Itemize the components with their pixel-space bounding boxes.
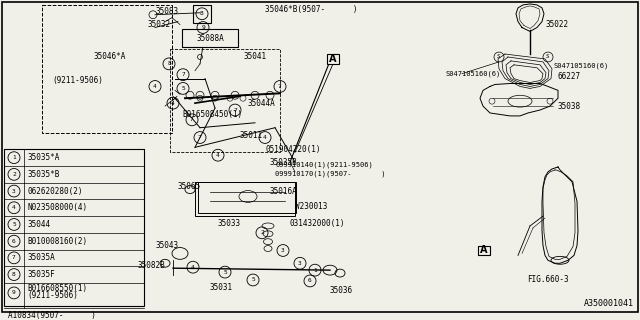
Text: 4: 4 (12, 205, 16, 210)
Text: 35022: 35022 (545, 20, 568, 29)
Text: 4: 4 (171, 101, 175, 106)
Text: 3: 3 (281, 248, 285, 253)
Text: 099910170(1)(9507-       ): 099910170(1)(9507- ) (275, 171, 385, 177)
Text: 35041: 35041 (244, 52, 267, 61)
Text: 35035*B: 35035*B (27, 170, 60, 179)
Text: 35046*B(9507-      ): 35046*B(9507- ) (265, 5, 358, 14)
Text: S: S (497, 54, 500, 60)
Text: 051904220(1): 051904220(1) (265, 145, 321, 154)
Bar (182, 29, 238, 47)
Text: 35031: 35031 (210, 283, 233, 292)
Bar (198, 182, 296, 213)
FancyBboxPatch shape (478, 245, 490, 255)
Text: 35033: 35033 (218, 220, 241, 228)
Text: 35044A: 35044A (248, 99, 276, 108)
Text: 8: 8 (167, 61, 171, 66)
Text: 9: 9 (12, 291, 16, 295)
Text: S047105160(6): S047105160(6) (446, 70, 501, 77)
Text: 35016A: 35016A (270, 187, 298, 196)
Text: 66227: 66227 (558, 72, 581, 81)
Text: 35011: 35011 (240, 131, 263, 140)
Text: 6: 6 (12, 239, 16, 244)
Text: 35083: 35083 (155, 7, 178, 16)
Text: 8: 8 (12, 272, 16, 277)
Text: 4: 4 (153, 84, 157, 89)
Text: 9: 9 (201, 25, 205, 30)
Text: 35032: 35032 (148, 20, 171, 29)
Text: 2: 2 (12, 172, 16, 177)
Text: 35065: 35065 (178, 182, 201, 191)
Text: 3: 3 (298, 261, 302, 266)
Text: 35046*A: 35046*A (93, 52, 125, 61)
Text: 031432000(1): 031432000(1) (290, 220, 346, 228)
Text: 7: 7 (278, 84, 282, 89)
Text: 35035A: 35035A (27, 253, 55, 262)
Bar (195, 182, 295, 216)
Text: A: A (329, 54, 337, 64)
Text: 35088A: 35088A (196, 34, 224, 43)
Bar (170, 49, 280, 152)
Text: 35035F: 35035F (27, 270, 55, 279)
Text: N023508000(4): N023508000(4) (27, 203, 87, 212)
Text: 35036: 35036 (330, 286, 353, 295)
Text: 35035*A: 35035*A (27, 153, 60, 162)
Text: S047105160(6): S047105160(6) (553, 63, 608, 69)
Text: 2: 2 (260, 230, 264, 235)
Text: 8: 8 (200, 11, 204, 16)
Bar (193, 5, 211, 23)
Text: 35043: 35043 (155, 241, 178, 250)
Text: 5: 5 (223, 270, 227, 275)
Text: 4: 4 (191, 265, 195, 270)
Text: 1: 1 (313, 268, 317, 273)
Text: 35082B: 35082B (137, 261, 164, 270)
Bar (4, 149, 144, 307)
Text: 35035B: 35035B (270, 157, 298, 167)
Text: A350001041: A350001041 (584, 300, 634, 308)
Text: 099910140(1)(9211-9506): 099910140(1)(9211-9506) (275, 162, 372, 168)
Text: 7: 7 (12, 255, 16, 260)
Text: B010008160(2): B010008160(2) (27, 237, 87, 246)
Text: W230013: W230013 (295, 202, 328, 211)
Text: 1: 1 (12, 155, 16, 160)
Text: (9211-9506): (9211-9506) (52, 76, 103, 85)
Text: 5: 5 (251, 277, 255, 283)
Text: 35044: 35044 (27, 220, 50, 229)
Text: A10834(9507-      ): A10834(9507- ) (8, 311, 96, 320)
Text: 35038: 35038 (558, 101, 581, 111)
Text: 7: 7 (233, 108, 237, 113)
Text: 4: 4 (263, 135, 267, 140)
Text: B016608550(1): B016608550(1) (27, 284, 87, 293)
Text: 6: 6 (308, 278, 312, 284)
FancyBboxPatch shape (327, 54, 339, 64)
Text: 062620280(2): 062620280(2) (27, 187, 83, 196)
Bar (42, 5, 172, 132)
Text: (9211-9506): (9211-9506) (27, 291, 78, 300)
Text: B016508450(1): B016508450(1) (182, 110, 242, 119)
Text: 7: 7 (190, 117, 194, 122)
Text: 4: 4 (216, 153, 220, 158)
Text: 3: 3 (12, 188, 16, 194)
Text: 5: 5 (12, 222, 16, 227)
Text: 7: 7 (181, 72, 185, 77)
Text: 7: 7 (198, 135, 202, 140)
Text: FIG.660-3: FIG.660-3 (527, 276, 568, 284)
Text: S: S (547, 54, 550, 60)
Text: 5: 5 (181, 86, 185, 91)
Text: A: A (480, 245, 488, 255)
